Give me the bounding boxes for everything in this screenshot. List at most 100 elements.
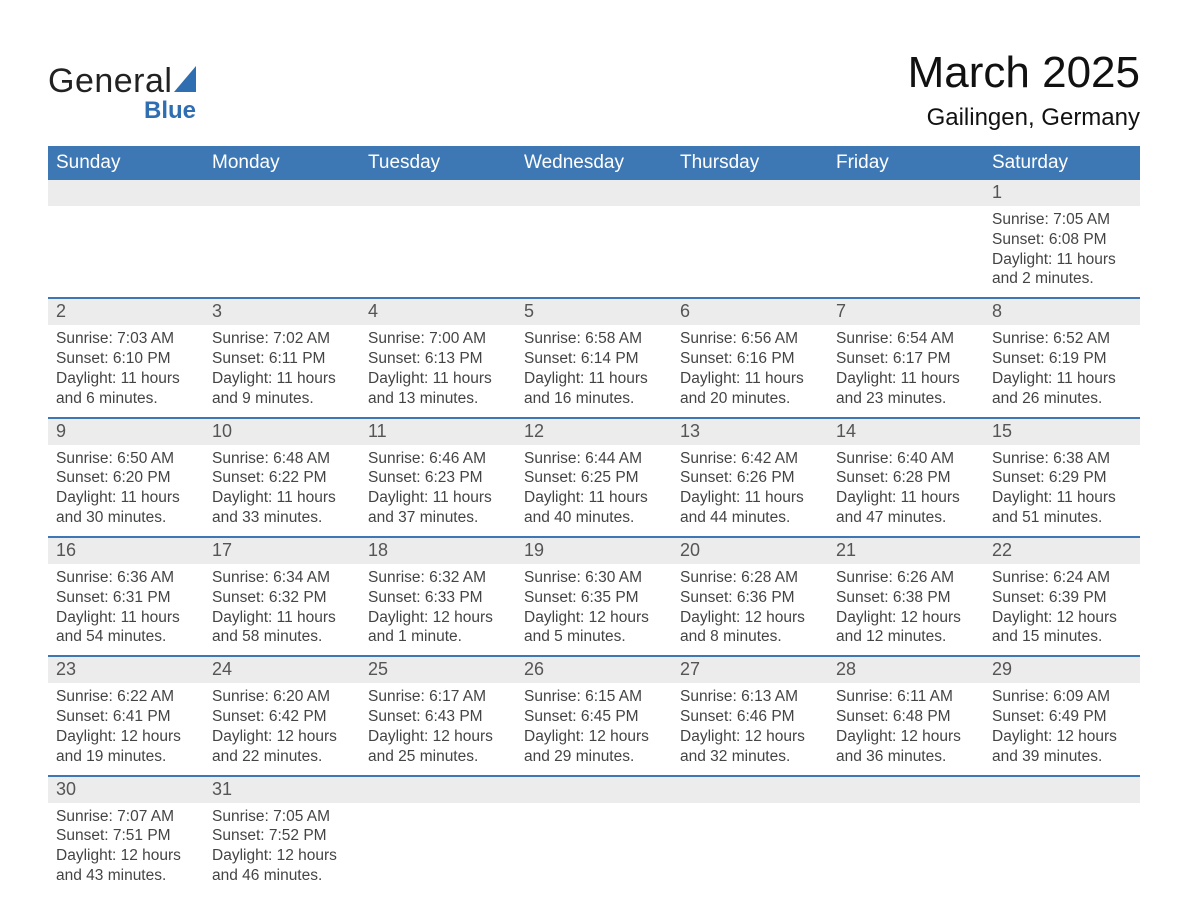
- calendar-cell: 28Sunrise: 6:11 AMSunset: 6:48 PMDayligh…: [828, 656, 984, 775]
- day-dl1: Daylight: 12 hours: [680, 727, 820, 747]
- day-body: Sunrise: 6:52 AMSunset: 6:19 PMDaylight:…: [984, 325, 1140, 416]
- calendar-cell: 9Sunrise: 6:50 AMSunset: 6:20 PMDaylight…: [48, 418, 204, 537]
- day-number: 24: [204, 657, 360, 683]
- day-dl2: and 54 minutes.: [56, 627, 196, 647]
- day-body: Sunrise: 6:20 AMSunset: 6:42 PMDaylight:…: [204, 683, 360, 774]
- day-number: [360, 180, 516, 206]
- day-body: Sunrise: 6:46 AMSunset: 6:23 PMDaylight:…: [360, 445, 516, 536]
- day-sunset: Sunset: 6:29 PM: [992, 468, 1132, 488]
- day-dl1: Daylight: 11 hours: [524, 369, 664, 389]
- day-body: Sunrise: 6:24 AMSunset: 6:39 PMDaylight:…: [984, 564, 1140, 655]
- day-body: Sunrise: 6:09 AMSunset: 6:49 PMDaylight:…: [984, 683, 1140, 774]
- day-sunset: Sunset: 6:31 PM: [56, 588, 196, 608]
- day-dl2: and 29 minutes.: [524, 747, 664, 767]
- logo-main-text: General: [48, 62, 172, 101]
- day-number: 21: [828, 538, 984, 564]
- calendar-cell: 19Sunrise: 6:30 AMSunset: 6:35 PMDayligh…: [516, 537, 672, 656]
- day-sunset: Sunset: 6:23 PM: [368, 468, 508, 488]
- day-sunset: Sunset: 6:19 PM: [992, 349, 1132, 369]
- day-number: 29: [984, 657, 1140, 683]
- day-dl2: and 47 minutes.: [836, 508, 976, 528]
- day-dl1: Daylight: 12 hours: [680, 608, 820, 628]
- day-dl1: Daylight: 11 hours: [368, 369, 508, 389]
- day-header: Monday: [204, 146, 360, 180]
- logo-main: General: [48, 62, 204, 101]
- day-number: [48, 180, 204, 206]
- day-sunset: Sunset: 6:22 PM: [212, 468, 352, 488]
- day-number: 18: [360, 538, 516, 564]
- calendar-cell: 17Sunrise: 6:34 AMSunset: 6:32 PMDayligh…: [204, 537, 360, 656]
- calendar-cell: [672, 180, 828, 298]
- calendar-cell: [516, 180, 672, 298]
- day-sunset: Sunset: 6:26 PM: [680, 468, 820, 488]
- calendar-cell: 16Sunrise: 6:36 AMSunset: 6:31 PMDayligh…: [48, 537, 204, 656]
- day-sunrise: Sunrise: 6:38 AM: [992, 449, 1132, 469]
- day-body: Sunrise: 6:44 AMSunset: 6:25 PMDaylight:…: [516, 445, 672, 536]
- calendar-week: 2Sunrise: 7:03 AMSunset: 6:10 PMDaylight…: [48, 298, 1140, 417]
- calendar-cell: 10Sunrise: 6:48 AMSunset: 6:22 PMDayligh…: [204, 418, 360, 537]
- day-dl1: Daylight: 12 hours: [524, 727, 664, 747]
- day-body: Sunrise: 6:28 AMSunset: 6:36 PMDaylight:…: [672, 564, 828, 655]
- day-sunrise: Sunrise: 6:44 AM: [524, 449, 664, 469]
- calendar-cell: [828, 180, 984, 298]
- day-sunset: Sunset: 6:46 PM: [680, 707, 820, 727]
- location-text: Gailingen, Germany: [908, 104, 1140, 132]
- logo-sub-text: Blue: [48, 97, 204, 125]
- day-dl1: Daylight: 11 hours: [992, 488, 1132, 508]
- day-dl1: Daylight: 11 hours: [524, 488, 664, 508]
- day-dl2: and 5 minutes.: [524, 627, 664, 647]
- day-sunset: Sunset: 6:14 PM: [524, 349, 664, 369]
- day-dl2: and 20 minutes.: [680, 389, 820, 409]
- day-header: Thursday: [672, 146, 828, 180]
- calendar-cell: 20Sunrise: 6:28 AMSunset: 6:36 PMDayligh…: [672, 537, 828, 656]
- day-sunrise: Sunrise: 6:09 AM: [992, 687, 1132, 707]
- day-sunset: Sunset: 6:48 PM: [836, 707, 976, 727]
- day-body: Sunrise: 6:32 AMSunset: 6:33 PMDaylight:…: [360, 564, 516, 655]
- day-sunrise: Sunrise: 7:00 AM: [368, 329, 508, 349]
- day-sunset: Sunset: 6:16 PM: [680, 349, 820, 369]
- day-sunset: Sunset: 6:41 PM: [56, 707, 196, 727]
- day-body: Sunrise: 6:58 AMSunset: 6:14 PMDaylight:…: [516, 325, 672, 416]
- day-dl1: Daylight: 12 hours: [56, 727, 196, 747]
- calendar-cell: [48, 180, 204, 298]
- day-body: Sunrise: 6:11 AMSunset: 6:48 PMDaylight:…: [828, 683, 984, 774]
- day-dl2: and 15 minutes.: [992, 627, 1132, 647]
- day-sunset: Sunset: 6:32 PM: [212, 588, 352, 608]
- day-sunset: Sunset: 6:20 PM: [56, 468, 196, 488]
- day-dl2: and 39 minutes.: [992, 747, 1132, 767]
- day-sunrise: Sunrise: 6:32 AM: [368, 568, 508, 588]
- day-body: Sunrise: 6:36 AMSunset: 6:31 PMDaylight:…: [48, 564, 204, 655]
- day-dl1: Daylight: 11 hours: [212, 608, 352, 628]
- calendar-cell: 4Sunrise: 7:00 AMSunset: 6:13 PMDaylight…: [360, 298, 516, 417]
- day-body: [828, 206, 984, 296]
- day-number: 4: [360, 299, 516, 325]
- day-sunset: Sunset: 6:38 PM: [836, 588, 976, 608]
- calendar-cell: [828, 776, 984, 894]
- calendar-cell: 8Sunrise: 6:52 AMSunset: 6:19 PMDaylight…: [984, 298, 1140, 417]
- day-dl1: Daylight: 11 hours: [992, 369, 1132, 389]
- day-body: Sunrise: 6:15 AMSunset: 6:45 PMDaylight:…: [516, 683, 672, 774]
- day-sunrise: Sunrise: 6:50 AM: [56, 449, 196, 469]
- day-number: [516, 777, 672, 803]
- day-dl2: and 37 minutes.: [368, 508, 508, 528]
- day-number: 22: [984, 538, 1140, 564]
- calendar-cell: 1Sunrise: 7:05 AMSunset: 6:08 PMDaylight…: [984, 180, 1140, 298]
- day-sunset: Sunset: 7:52 PM: [212, 826, 352, 846]
- day-dl2: and 40 minutes.: [524, 508, 664, 528]
- day-number: 2: [48, 299, 204, 325]
- calendar-cell: [516, 776, 672, 894]
- day-number: 5: [516, 299, 672, 325]
- day-number: [984, 777, 1140, 803]
- day-body: Sunrise: 6:38 AMSunset: 6:29 PMDaylight:…: [984, 445, 1140, 536]
- calendar-cell: 3Sunrise: 7:02 AMSunset: 6:11 PMDaylight…: [204, 298, 360, 417]
- calendar-cell: 26Sunrise: 6:15 AMSunset: 6:45 PMDayligh…: [516, 656, 672, 775]
- day-sunrise: Sunrise: 7:02 AM: [212, 329, 352, 349]
- day-sunset: Sunset: 6:35 PM: [524, 588, 664, 608]
- day-sunrise: Sunrise: 6:42 AM: [680, 449, 820, 469]
- day-body: [204, 206, 360, 296]
- calendar-cell: 23Sunrise: 6:22 AMSunset: 6:41 PMDayligh…: [48, 656, 204, 775]
- day-dl2: and 2 minutes.: [992, 269, 1132, 289]
- day-body: Sunrise: 6:56 AMSunset: 6:16 PMDaylight:…: [672, 325, 828, 416]
- day-dl2: and 16 minutes.: [524, 389, 664, 409]
- day-body: [516, 206, 672, 296]
